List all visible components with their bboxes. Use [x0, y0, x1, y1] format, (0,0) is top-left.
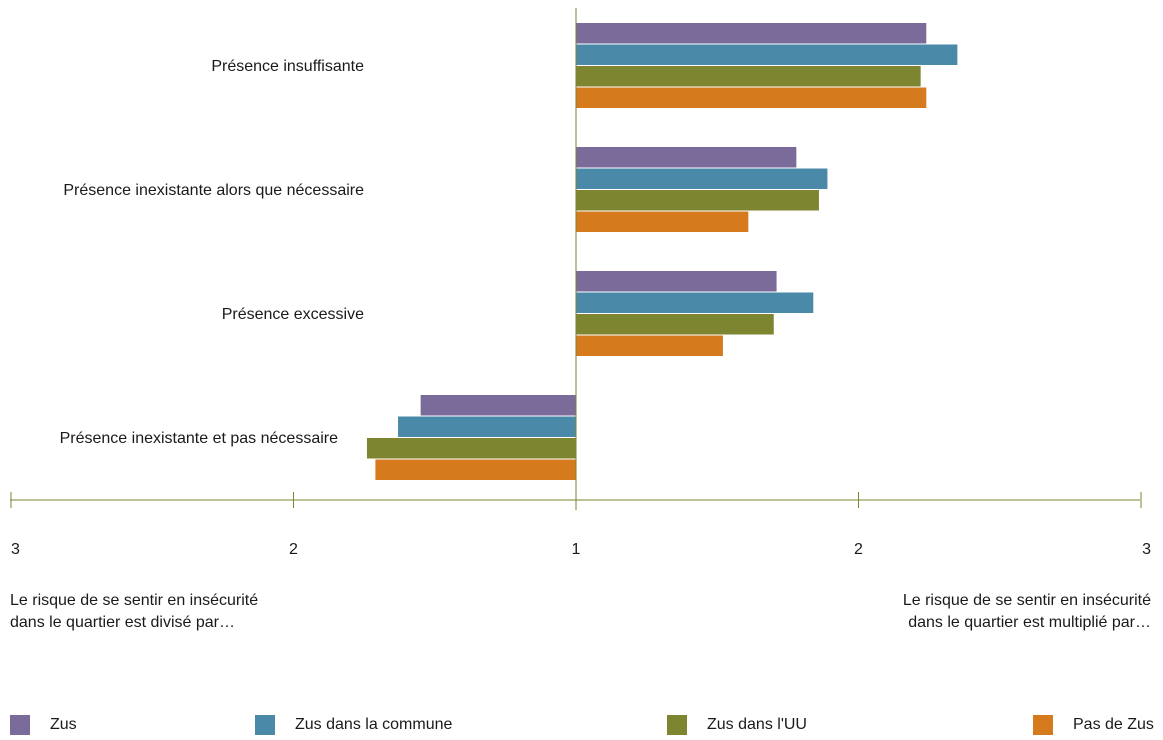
- note-multiplied: Le risque de se sentir en insécurité dan…: [903, 590, 1151, 634]
- category-label-1: Présence insuffisante: [211, 58, 364, 75]
- bar-4-series-3: [366, 438, 576, 459]
- legend-label-zus: Zus: [50, 716, 77, 733]
- legend-item-pas-de-zus: Pas de Zus: [1033, 715, 1154, 735]
- bar-4-series-1: [420, 395, 576, 416]
- legend-label-zus-commune: Zus dans la commune: [295, 716, 453, 733]
- bar-3-series-3: [576, 314, 774, 335]
- bar-3-series-1: [576, 271, 777, 292]
- legend-label-zus-uu: Zus dans l'UU: [707, 716, 807, 733]
- x-tick-label-5: 3: [1142, 541, 1151, 558]
- x-tick-label-3: 1: [572, 541, 581, 558]
- legend-item-zus-uu: Zus dans l'UU: [667, 715, 807, 735]
- legend-swatch-zus: [10, 715, 30, 735]
- legend-swatch-zus-uu: [667, 715, 687, 735]
- note-divided-line-2: dans le quartier est divisé par…: [10, 614, 235, 631]
- category-label-2: Présence inexistante alors que nécessair…: [63, 182, 364, 199]
- note-divided-line-1: Le risque de se sentir en insécurité: [10, 592, 259, 609]
- bar-2-series-3: [576, 190, 819, 211]
- bar-1-series-4: [576, 87, 927, 108]
- bar-3-series-4: [576, 335, 723, 356]
- legend-swatch-pas-de-zus: [1033, 715, 1053, 735]
- note-multiplied-line-2: dans le quartier est multiplié par…: [908, 614, 1151, 631]
- legend-item-zus: Zus: [10, 715, 77, 735]
- x-tick-label-2: 2: [289, 541, 298, 558]
- note-multiplied-line-1: Le risque de se sentir en insécurité: [902, 592, 1151, 609]
- bar-2-series-1: [576, 147, 797, 168]
- legend-label-pas-de-zus: Pas de Zus: [1073, 716, 1154, 733]
- bar-3-series-2: [576, 292, 814, 313]
- x-tick-label-4: 2: [854, 541, 863, 558]
- x-tick-label-1: 3: [11, 541, 20, 558]
- note-divided: Le risque de se sentir en insécurité dan…: [10, 590, 258, 634]
- legend-item-zus-commune: Zus dans la commune: [255, 715, 452, 735]
- chart: Présence insuffisante Présence inexistant…: [10, 8, 1151, 558]
- bar-1-series-3: [576, 66, 921, 87]
- legend-swatch-zus-commune: [255, 715, 275, 735]
- category-label-4: Présence inexistante et pas nécessaire: [60, 430, 338, 447]
- bar-4-series-2: [398, 416, 576, 437]
- category-label-3: Présence excessive: [222, 306, 364, 323]
- bar-2-series-2: [576, 168, 828, 189]
- bar-1-series-2: [576, 44, 958, 65]
- bar-4-series-4: [375, 459, 576, 480]
- bar-1-series-1: [576, 23, 927, 44]
- bar-2-series-4: [576, 211, 749, 232]
